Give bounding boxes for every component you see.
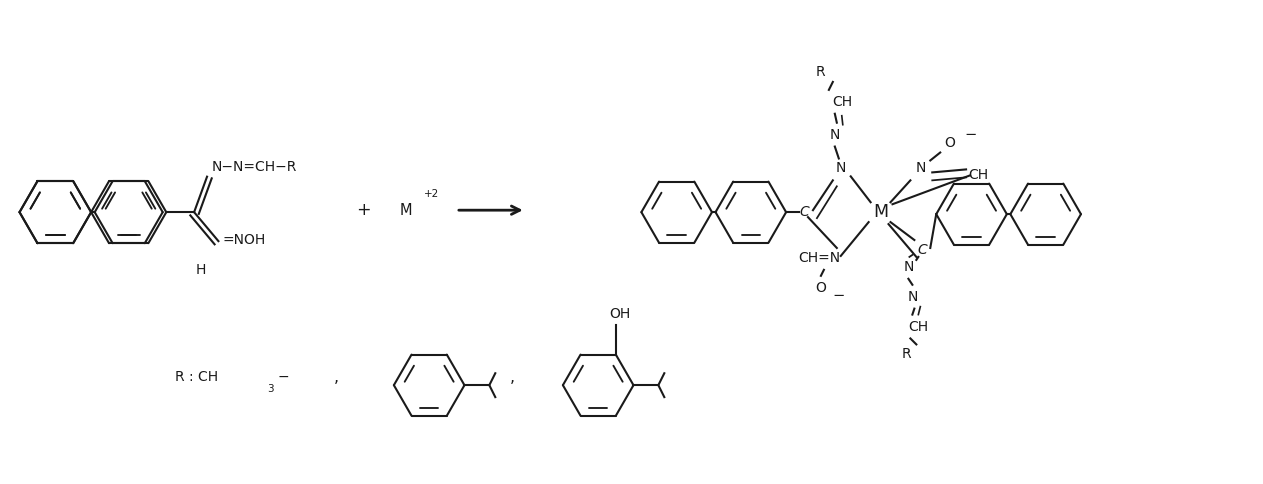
- Text: +: +: [356, 201, 371, 219]
- Text: −: −: [964, 127, 976, 142]
- Text: N: N: [907, 290, 917, 303]
- Text: N: N: [830, 128, 840, 142]
- Text: M: M: [873, 203, 888, 221]
- Text: O: O: [816, 281, 826, 295]
- Text: CH=N: CH=N: [798, 251, 840, 265]
- Text: N: N: [903, 260, 913, 274]
- Text: ,: ,: [335, 370, 340, 385]
- Text: N: N: [836, 162, 846, 175]
- Text: R: R: [816, 65, 826, 79]
- Text: R : CH: R : CH: [174, 370, 217, 384]
- Text: O: O: [945, 136, 956, 150]
- Text: H: H: [196, 263, 206, 277]
- Text: M: M: [400, 203, 413, 218]
- Text: C: C: [799, 205, 808, 219]
- Text: C: C: [917, 243, 927, 257]
- Text: N: N: [916, 162, 926, 175]
- Text: CH: CH: [967, 168, 988, 182]
- Text: 3: 3: [266, 384, 274, 394]
- Text: +2: +2: [424, 189, 440, 199]
- Text: CH: CH: [832, 95, 853, 109]
- Text: −: −: [277, 370, 289, 384]
- Text: ,: ,: [510, 370, 515, 385]
- Text: OH: OH: [609, 307, 630, 321]
- Text: =NOH: =NOH: [222, 233, 265, 247]
- Text: N−N=CH−R: N−N=CH−R: [212, 160, 297, 174]
- Text: R: R: [902, 348, 911, 362]
- Text: CH: CH: [908, 319, 928, 333]
- Text: −: −: [832, 288, 845, 303]
